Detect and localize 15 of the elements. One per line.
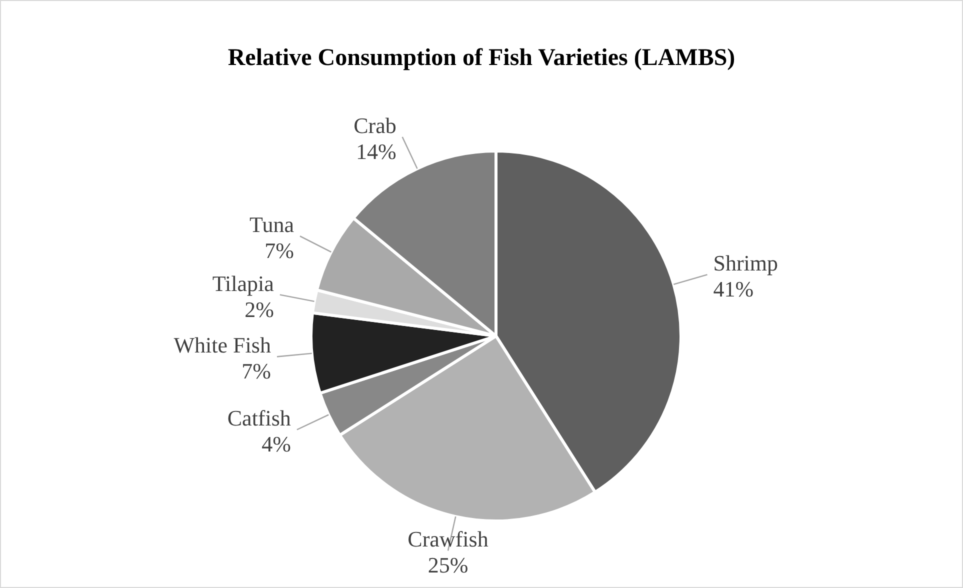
slice-label: White Fish — [174, 332, 271, 358]
data-label: 4% — [262, 432, 291, 457]
data-label: 25% — [428, 552, 468, 578]
data-label: 41% — [713, 276, 754, 302]
data-label: 14% — [356, 138, 396, 164]
slice-label: Tuna — [250, 212, 294, 238]
data-label: 2% — [244, 296, 274, 322]
slice-label: Catfish — [227, 406, 291, 431]
slice-label: Crawfish — [408, 526, 488, 552]
chart-title: Relative Consumption of Fish Varieties (LAMBS) — [226, 45, 736, 72]
data-label: 7% — [264, 238, 294, 264]
data-label: 7% — [242, 358, 271, 384]
slice-label: Crab — [354, 112, 396, 138]
slice-label: Tilapia — [212, 270, 274, 296]
slice-label: Shrimp — [713, 250, 778, 276]
